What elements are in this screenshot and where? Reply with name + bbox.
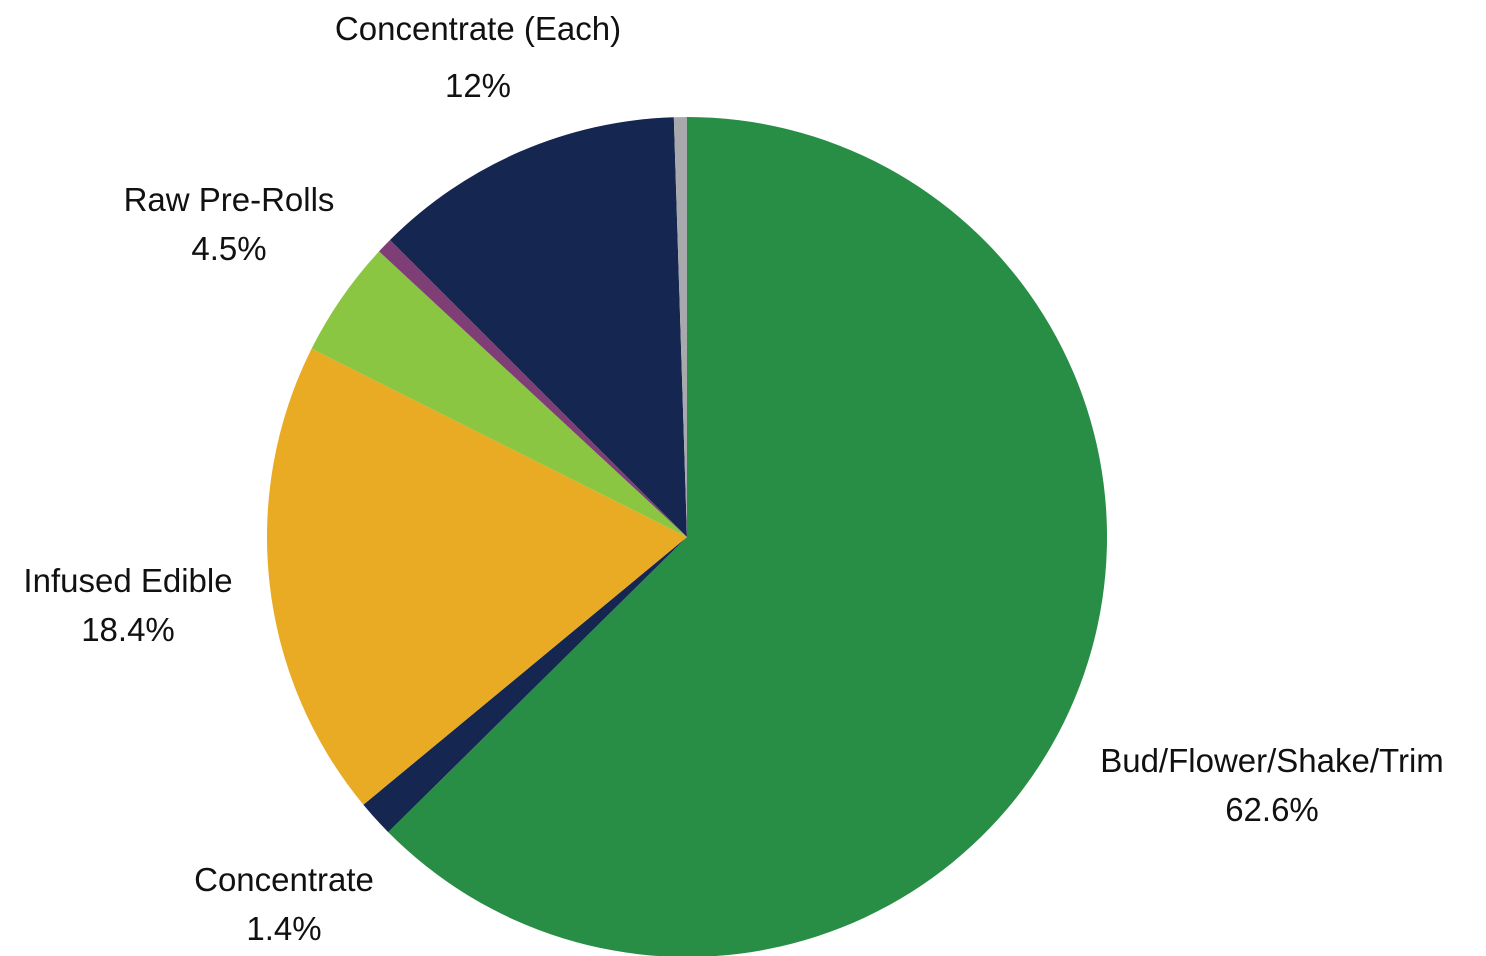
value-infused-edible: 18.4% bbox=[81, 611, 175, 648]
pie-slice-slice-5 bbox=[390, 117, 687, 538]
value-bud-flower-shake-trim: 62.6% bbox=[1225, 791, 1319, 828]
label-bud-flower-shake-trim: Bud/Flower/Shake/Trim bbox=[1100, 742, 1444, 779]
pie-slice-concentrate bbox=[363, 537, 687, 833]
label-concentrate: Concentrate bbox=[194, 861, 374, 898]
pie-slice-concentrate-each bbox=[673, 117, 687, 537]
pie-slices bbox=[267, 117, 1107, 956]
label-raw-pre-rolls: Raw Pre-Rolls bbox=[124, 181, 335, 218]
pie-slice-infused-edible bbox=[267, 348, 687, 805]
value-raw-pre-rolls: 4.5% bbox=[191, 230, 266, 267]
pie-slice-bud-flower-shake-trim bbox=[388, 117, 1107, 956]
label-infused-edible: Infused Edible bbox=[23, 562, 232, 599]
pie-slice-slice-3 bbox=[311, 251, 687, 538]
label-concentrate-each: Concentrate (Each) bbox=[335, 10, 621, 47]
value-concentrate-each: 12% bbox=[445, 67, 511, 104]
pie-labels: Concentrate (Each) 12% Raw Pre-Rolls 4.5… bbox=[23, 10, 1443, 947]
pie-slice-raw-pre-rolls bbox=[379, 240, 687, 537]
value-concentrate: 1.4% bbox=[246, 910, 321, 947]
